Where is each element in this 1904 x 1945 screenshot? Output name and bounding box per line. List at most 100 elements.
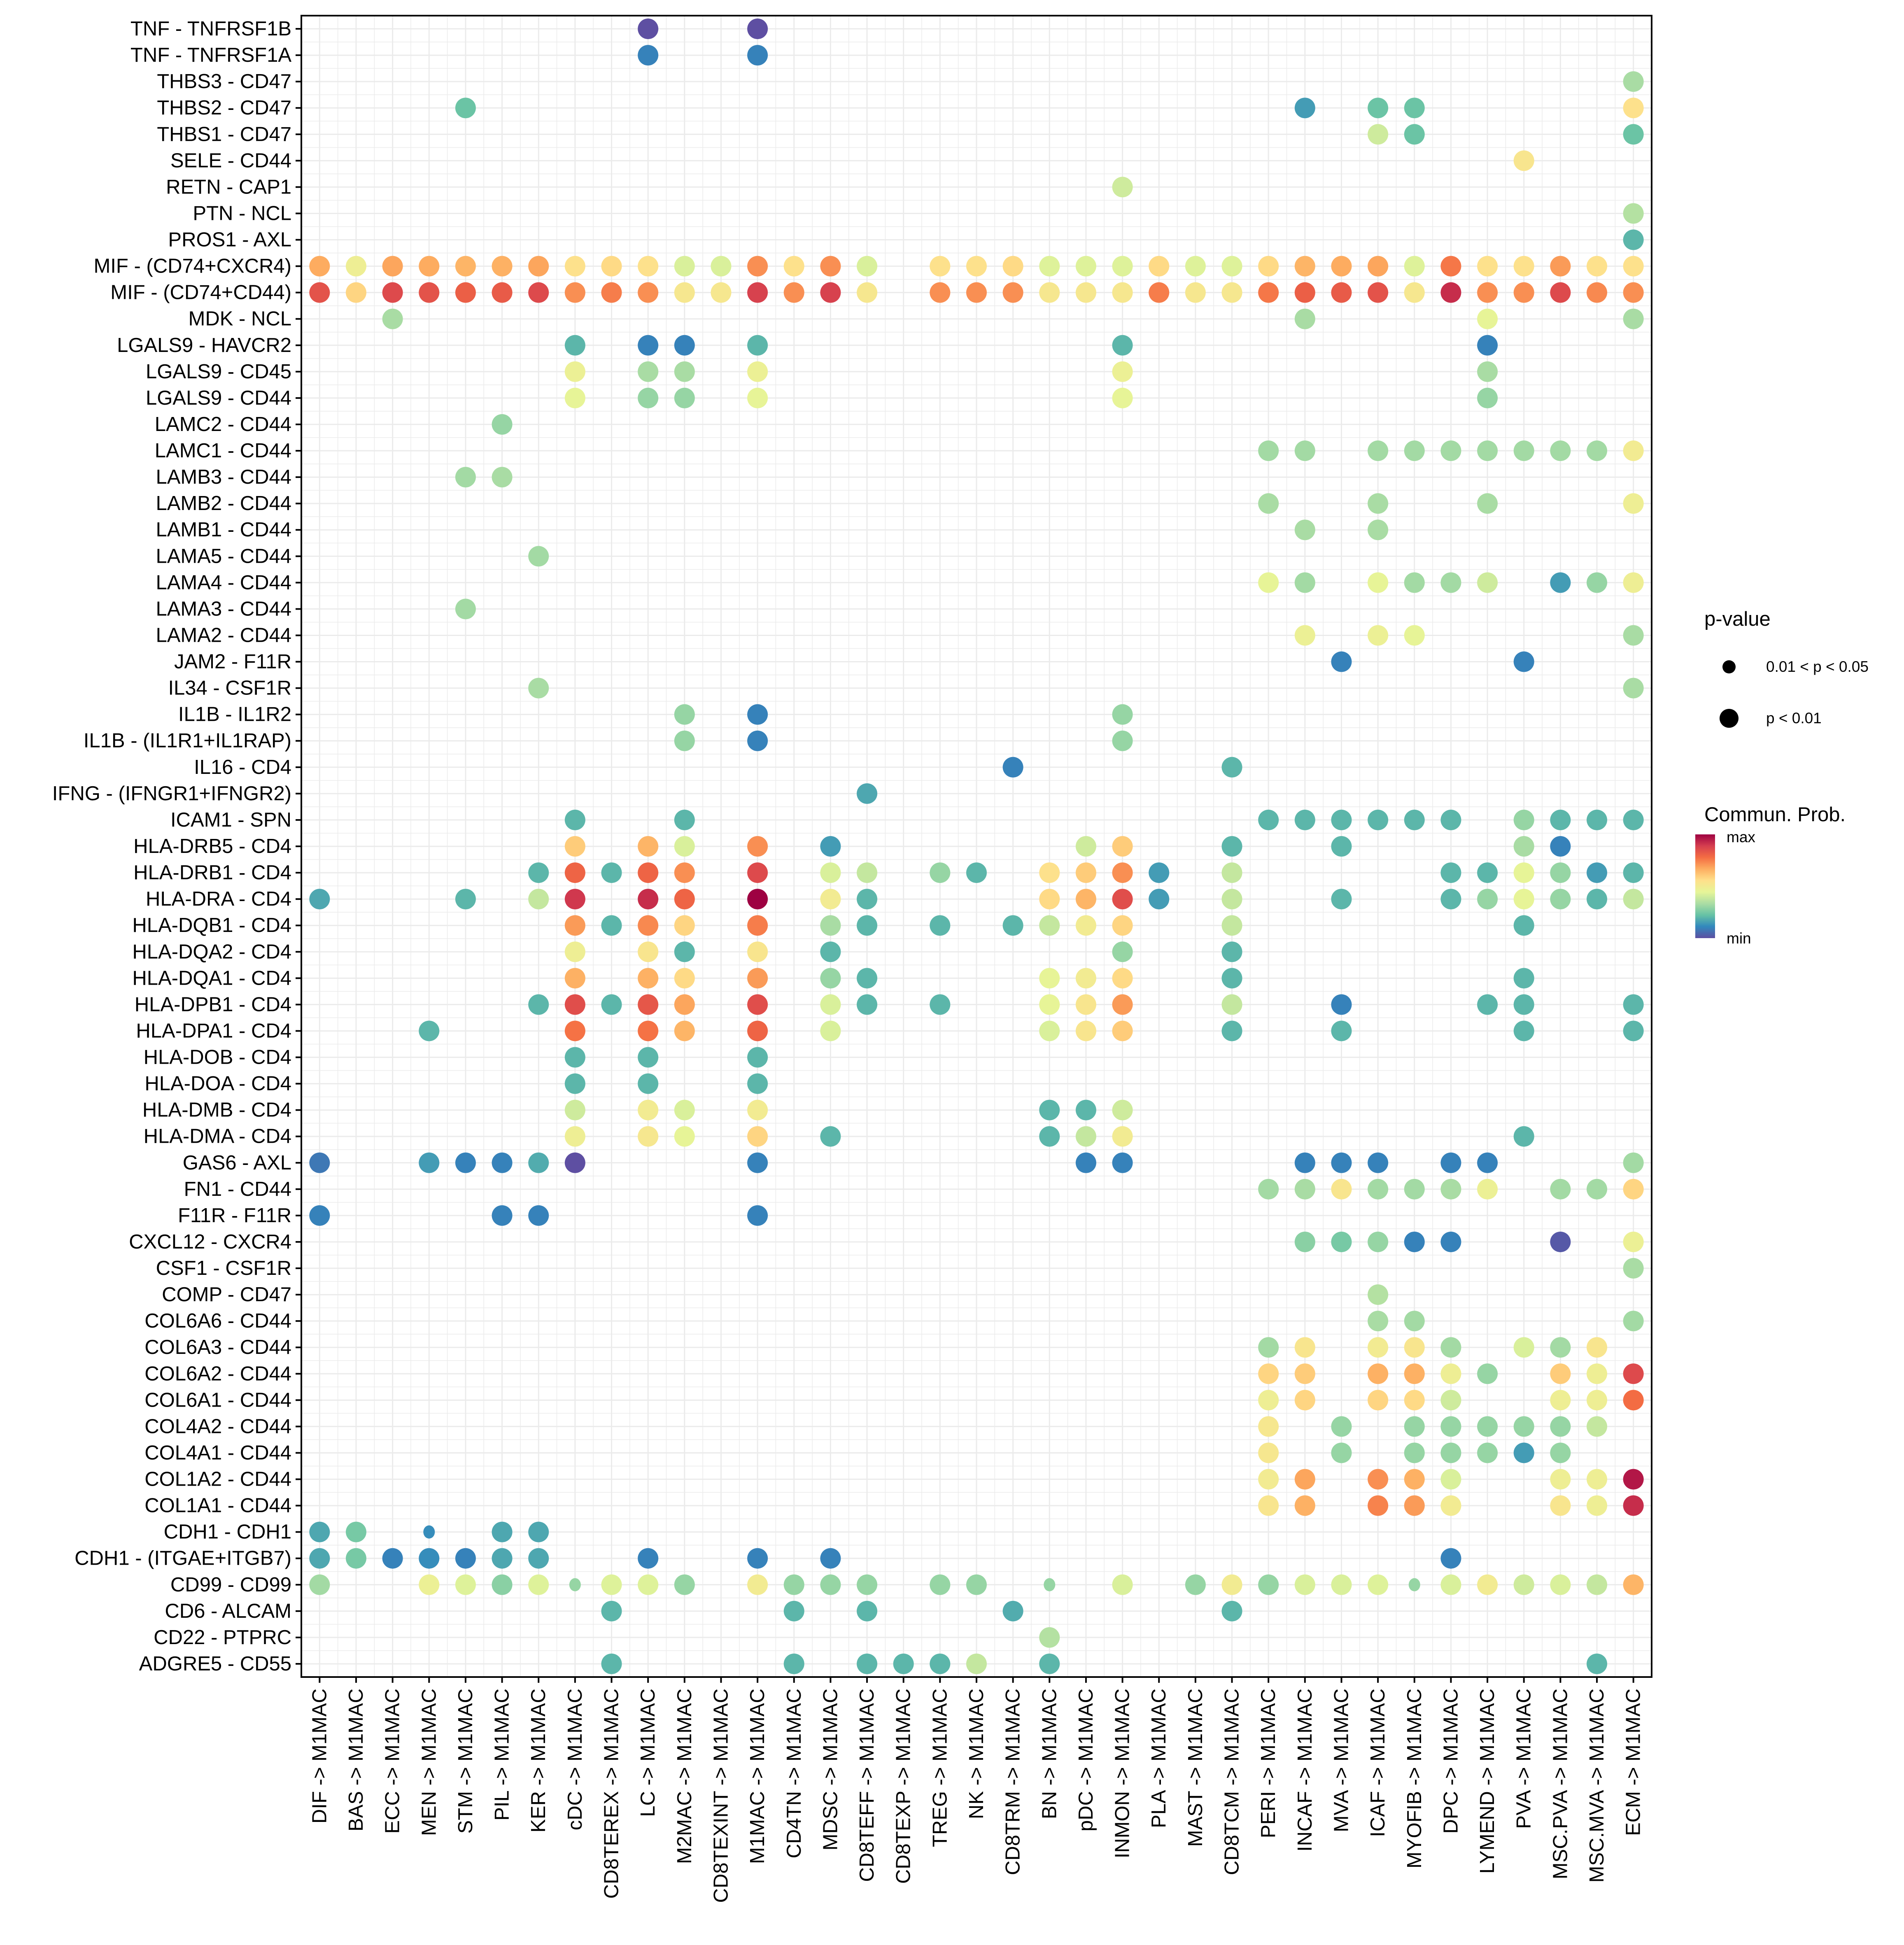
dot-col6a2-cd44-icaf	[1368, 1363, 1389, 1384]
dot-hla-drb1-cd4-pla	[1149, 862, 1170, 883]
dot-hla-doa-cd4-cdc	[564, 1073, 585, 1094]
dot-hla-dpb1-cd4-cd8teff	[857, 994, 878, 1015]
dot-hla-drb5-cd4-mva	[1331, 836, 1352, 857]
dot-lama2-cd44-ecm	[1623, 625, 1644, 646]
dot-hla-drb5-cd4-mdsc	[820, 836, 841, 857]
y-tick-label: LAMA2 - CD44	[156, 624, 291, 646]
dot-hla-dpb1-cd4-cdc	[564, 994, 585, 1015]
x-tick-label: LC -> M1MAC	[637, 1689, 659, 1817]
x-tick-label: INCAF -> M1MAC	[1294, 1689, 1316, 1852]
x-tick-label: MEN -> M1MAC	[418, 1689, 440, 1836]
y-tick-label: HLA-DOA - CD4	[144, 1073, 291, 1095]
dot-lamc1-cd44-msc.pva	[1550, 440, 1571, 461]
x-tick-label: PIL -> M1MAC	[491, 1689, 513, 1821]
dot-gas6-axl-lymend	[1477, 1152, 1498, 1173]
dot-cd99-cd99-m1mac	[747, 1574, 768, 1595]
dot-hla-dra-cd4-inmon	[1112, 889, 1133, 910]
dot-hla-dpb1-cd4-bn	[1039, 994, 1060, 1015]
dot-hla-dqb1-cd4-cd8terex	[601, 915, 622, 936]
dot-hla-dqb1-cd4-pdc	[1075, 915, 1096, 936]
dot-col4a2-cd44-myofib	[1404, 1416, 1425, 1437]
dot-hla-dqa2-cd4-m1mac	[747, 941, 768, 962]
dot-mif-cd74-cd44--incaf	[1294, 282, 1315, 303]
dot-cxcl12-cxcr4-myofib	[1404, 1231, 1425, 1252]
dot-il1b-il1r1-il1rap--m2mac	[674, 730, 695, 751]
dot-cd99-cd99-dif	[309, 1574, 330, 1595]
dot-cdh1-itgae-itgb7--dpc	[1440, 1548, 1461, 1569]
dot-mif-cd74-cxcr4--mva	[1331, 256, 1352, 277]
dot-mif-cd74-cd44--cd8tcm	[1221, 282, 1242, 303]
dot-hla-dmb-cd4-cdc	[564, 1099, 585, 1120]
dot-lamc1-cd44-incaf	[1294, 440, 1315, 461]
dot-adgre5-cd55-bn	[1039, 1653, 1060, 1674]
dot-hla-dqa2-cd4-mdsc	[820, 941, 841, 962]
dot-mif-cd74-cd44--m1mac	[747, 282, 768, 303]
dot-cxcl12-cxcr4-msc.pva	[1550, 1231, 1571, 1252]
dot-il16-cd4-cd8trm	[1002, 757, 1023, 778]
dot-fn1-cd44-lymend	[1477, 1179, 1498, 1200]
dot-hla-dpa1-cd4-men	[419, 1020, 440, 1041]
dot-hla-dqb1-cd4-lc	[638, 915, 659, 936]
dot-icam1-spn-mva	[1331, 809, 1352, 830]
dot-hla-dra-cd4-dif	[309, 889, 330, 910]
dot-mif-cd74-cxcr4--bas	[345, 256, 366, 277]
dot-pros1-axl-ecm	[1623, 229, 1644, 250]
dot-hla-dma-cd4-lc	[638, 1126, 659, 1147]
y-axis: TNF - TNFRSF1B TNF - TNFRSF1A THBS3 - CD47…	[52, 18, 301, 1675]
dot-mif-cd74-cxcr4--lc	[638, 256, 659, 277]
dot-mif-cd74-cxcr4--cd8teff	[857, 256, 878, 277]
x-tick-label: BN -> M1MAC	[1038, 1689, 1060, 1819]
dot-hla-dqa1-cd4-m1mac	[747, 968, 768, 989]
dot-col1a1-cd44-msc.pva	[1550, 1495, 1571, 1516]
dot-col6a1-cd44-msc.mva	[1587, 1390, 1608, 1411]
dot-cdh1-cdh1-bas	[345, 1521, 366, 1542]
dot-cd99-cd99-ecm	[1623, 1574, 1644, 1595]
dot-mif-cd74-cd44--msc.pva	[1550, 282, 1571, 303]
dot-ptn-ncl-ecm	[1623, 203, 1644, 224]
dot-hla-dqa2-cd4-inmon	[1112, 941, 1133, 962]
dot-cd6-alcam-cd8tcm	[1221, 1600, 1242, 1621]
legend-size-small-dot	[1722, 660, 1736, 673]
dot-hla-drb1-cd4-lymend	[1477, 862, 1498, 883]
dot-gas6-axl-cdc	[564, 1152, 585, 1173]
dot-mif-cd74-cxcr4--cd8trm	[1002, 256, 1023, 277]
dot-col4a2-cd44-peri	[1258, 1416, 1279, 1437]
dot-hla-drb1-cd4-pva	[1513, 862, 1534, 883]
dot-lamb2-cd44-peri	[1258, 493, 1279, 514]
x-tick-label: ECM -> M1MAC	[1622, 1689, 1645, 1836]
y-tick-label: IFNG - (IFNGR1+IFNGR2)	[52, 783, 291, 805]
dot-hla-dpb1-cd4-ker	[528, 994, 549, 1015]
dot-lama4-cd44-incaf	[1294, 572, 1315, 593]
x-tick-label: BAS -> M1MAC	[345, 1689, 367, 1831]
y-tick-label: HLA-DPA1 - CD4	[136, 1020, 291, 1042]
dot-col1a2-cd44-incaf	[1294, 1469, 1315, 1490]
dot-hla-drb1-cd4-pdc	[1075, 862, 1096, 883]
dot-hla-dmb-cd4-pdc	[1075, 1099, 1096, 1120]
dot-hla-drb5-cd4-pdc	[1075, 836, 1096, 857]
dot-fn1-cd44-incaf	[1294, 1179, 1315, 1200]
dot-hla-drb5-cd4-msc.pva	[1550, 836, 1571, 857]
dot-gas6-axl-dif	[309, 1152, 330, 1173]
dot-hla-dra-cd4-pva	[1513, 889, 1534, 910]
dot-hla-dra-cd4-m1mac	[747, 889, 768, 910]
dot-hla-dpa1-cd4-lc	[638, 1020, 659, 1041]
dot-fn1-cd44-msc.pva	[1550, 1179, 1571, 1200]
dot-mif-cd74-cxcr4--men	[419, 256, 440, 277]
dot-mdk-ncl-ecc	[382, 308, 403, 329]
dot-hla-drb1-cd4-cdc	[564, 862, 585, 883]
dot-cd99-cd99-cd8tcm	[1221, 1574, 1242, 1595]
dot-mif-cd74-cxcr4--mdsc	[820, 256, 841, 277]
dot-col4a2-cd44-dpc	[1440, 1416, 1461, 1437]
dot-cd99-cd99-pil	[492, 1574, 513, 1595]
dot-hla-dpb1-cd4-lc	[638, 994, 659, 1015]
y-tick-label: LAMC2 - CD44	[155, 413, 291, 436]
dot-hla-drb5-cd4-m1mac	[747, 836, 768, 857]
dot-hla-dpa1-cd4-m2mac	[674, 1020, 695, 1041]
dot-hla-dra-cd4-lymend	[1477, 889, 1498, 910]
y-tick-label: HLA-DRB5 - CD4	[133, 835, 291, 857]
dot-cdh1-cdh1-dif	[309, 1521, 330, 1542]
dot-cdh1-itgae-itgb7--ker	[528, 1548, 549, 1569]
dot-gas6-axl-m1mac	[747, 1152, 768, 1173]
dot-mif-cd74-cxcr4--ecc	[382, 256, 403, 277]
dot-icam1-spn-msc.mva	[1587, 809, 1608, 830]
